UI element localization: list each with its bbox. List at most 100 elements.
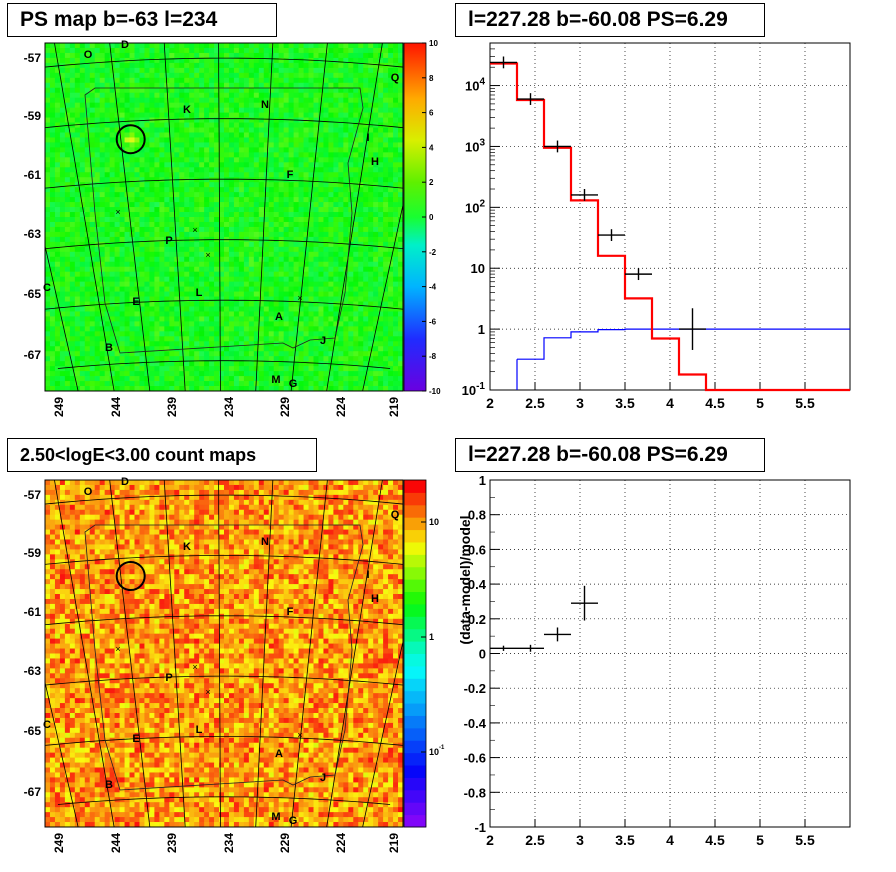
- ps-map-title: PS map b=-63 l=234: [7, 3, 277, 37]
- region-letter-N: N: [261, 536, 269, 548]
- colorbar-label: -6: [429, 317, 437, 326]
- latitude-line: [57, 360, 391, 369]
- longitude-label: 219: [387, 833, 401, 853]
- colorbar-segment: [404, 802, 426, 816]
- x-tick-label: 3.5: [615, 395, 635, 411]
- colorbar-segment: [404, 703, 426, 716]
- longitude-label: 224: [334, 833, 348, 853]
- region-letter-B: B: [105, 779, 113, 791]
- region-letter-M: M: [271, 374, 280, 386]
- roi-boundary: [84, 87, 364, 354]
- colorbar-segment: [404, 566, 426, 580]
- y-axis-label: (data-model)/model: [457, 515, 473, 644]
- colorbar: [403, 479, 427, 828]
- y-tick-label: 0: [479, 647, 486, 662]
- colorbar-label: -2: [429, 248, 437, 257]
- colorbar-segment: [404, 678, 426, 692]
- latitude-label: -63: [24, 664, 42, 678]
- longitude-line: [163, 43, 186, 391]
- region-letter-J: J: [320, 335, 326, 347]
- longitude-line: [54, 43, 115, 391]
- colorbar-segment: [404, 504, 426, 518]
- y-tick-label: 0.8: [468, 508, 486, 523]
- x-tick-label: 3: [576, 395, 584, 411]
- region-letter-A: A: [275, 311, 283, 323]
- region-letter-J: J: [320, 772, 326, 784]
- colorbar-segment: [404, 541, 426, 555]
- longitude-line: [54, 480, 115, 827]
- latitude-label: -59: [24, 546, 42, 560]
- y-tick-label: 1: [478, 322, 485, 337]
- x-tick-label: 4.5: [705, 832, 725, 848]
- source-cross: ×: [297, 293, 302, 303]
- count-map-panel: × × × × D O Q K N IH F P C E L A J B M G -57 -59 -61 -63 -65 -67 2…: [24, 476, 445, 853]
- source-circle: [115, 561, 146, 591]
- region-letter-B: B: [105, 342, 113, 354]
- map-frame: [44, 479, 404, 828]
- x-tick-label: 5.5: [795, 832, 815, 848]
- count-map-title: 2.50<logE<3.00 count maps: [7, 438, 317, 472]
- colorbar-segment: [404, 653, 426, 667]
- colorbar-segment: [404, 690, 426, 704]
- y-tick-label: 0.4: [468, 577, 487, 592]
- x-tick-label: 5: [756, 832, 764, 848]
- source-cross: ×: [297, 730, 302, 740]
- colorbar-label: 4: [429, 143, 434, 152]
- region-letter-D: D: [121, 39, 129, 51]
- region-letter-O: O: [84, 49, 93, 61]
- region-letter-M: M: [271, 811, 280, 823]
- source-circle: [115, 124, 146, 155]
- colorbar-segment: [404, 789, 426, 803]
- longitude-line: [290, 480, 328, 827]
- longitude-label: 249: [52, 397, 66, 417]
- latitude-line: [45, 675, 403, 686]
- x-tick-label: 4: [666, 395, 674, 411]
- colorbar-segment: [404, 641, 426, 654]
- colorbar-segment: [404, 777, 426, 791]
- latitude-line: [45, 615, 403, 626]
- x-tick-label: 4.5: [705, 395, 725, 411]
- map-frame: [44, 42, 404, 392]
- longitude-label: 234: [222, 833, 236, 853]
- x-tick-label: 3: [576, 832, 584, 848]
- latitude-label: -61: [24, 605, 42, 619]
- colorbar-segment: [404, 752, 426, 766]
- latitude-line: [45, 178, 403, 189]
- y-tick-label: -0.6: [464, 751, 486, 766]
- longitude-label: 234: [222, 397, 236, 417]
- source-cross: ×: [205, 250, 210, 260]
- roi-boundary: [84, 524, 364, 791]
- colorbar-segment: [404, 591, 426, 605]
- spectrum-title: l=227.28 b=-60.08 PS=6.29: [455, 3, 765, 37]
- colorbar-segment: [404, 603, 426, 617]
- colorbar-segment: [404, 628, 426, 642]
- colorbar-label: 10: [429, 39, 438, 48]
- total-model-line: [490, 62, 850, 392]
- region-letter-E: E: [132, 296, 139, 308]
- source-cross: ×: [192, 225, 197, 235]
- region-letter-A: A: [275, 748, 283, 760]
- latitude-label: -67: [24, 348, 42, 362]
- region-letter-L: L: [196, 724, 203, 736]
- latitude-label: -65: [24, 724, 42, 738]
- colorbar-segment: [404, 814, 426, 828]
- x-tick-label: 5: [756, 395, 764, 411]
- y-tick-label: -0.4: [464, 716, 487, 731]
- colorbar-segment: [404, 740, 426, 754]
- latitude-line: [45, 736, 403, 746]
- longitude-label: 224: [334, 397, 348, 417]
- latitude-label: -59: [24, 109, 42, 123]
- region-letter-K: K: [183, 104, 191, 116]
- x-tick-label: 2.5: [525, 832, 545, 848]
- y-tick-label: -0.2: [464, 681, 486, 696]
- x-tick-label: 3.5: [615, 832, 635, 848]
- longitude-line: [218, 480, 221, 827]
- x-tick-label: 4: [666, 832, 674, 848]
- colorbar-segment: [404, 727, 426, 741]
- colorbar-label: -10: [429, 387, 441, 396]
- residual-panel: 2 2.5 3 3.5 4 4.5 5 5.5 1 0.8 0.6 0.4 0.2 0 -0.2 -0.4 -0…: [457, 473, 851, 848]
- region-letter-L: L: [196, 287, 203, 299]
- ps-map-panel: × × × × D O Q K N IH F P C E L A J B M G -57 -59 -61 -63 -65 -67 2…: [24, 39, 441, 417]
- region-letter-I: I: [366, 569, 369, 581]
